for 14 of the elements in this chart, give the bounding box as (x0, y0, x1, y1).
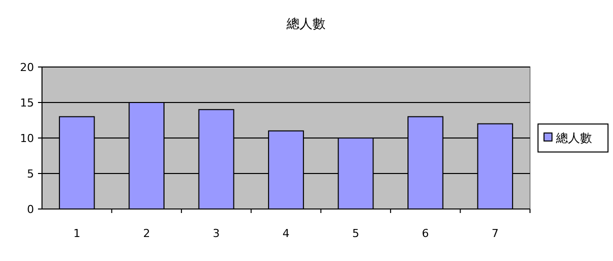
x-tick-label: 5 (352, 227, 360, 240)
x-tick-label: 1 (73, 227, 80, 240)
x-tick-label: 2 (143, 227, 150, 240)
y-tick-label: 10 (20, 132, 34, 145)
y-tick-label: 15 (20, 96, 34, 110)
legend-label: 總人數 (555, 131, 592, 145)
y-tick-label: 20 (20, 61, 34, 74)
x-tick-label: 3 (212, 227, 220, 240)
chart-title: 總人數 (286, 17, 326, 32)
y-tick-label: 5 (27, 168, 34, 180)
y-tick-label: 0 (27, 203, 34, 216)
x-tick-label: 7 (492, 227, 499, 240)
x-tick-label: 6 (422, 227, 429, 240)
x-tick-label: 4 (282, 227, 290, 240)
